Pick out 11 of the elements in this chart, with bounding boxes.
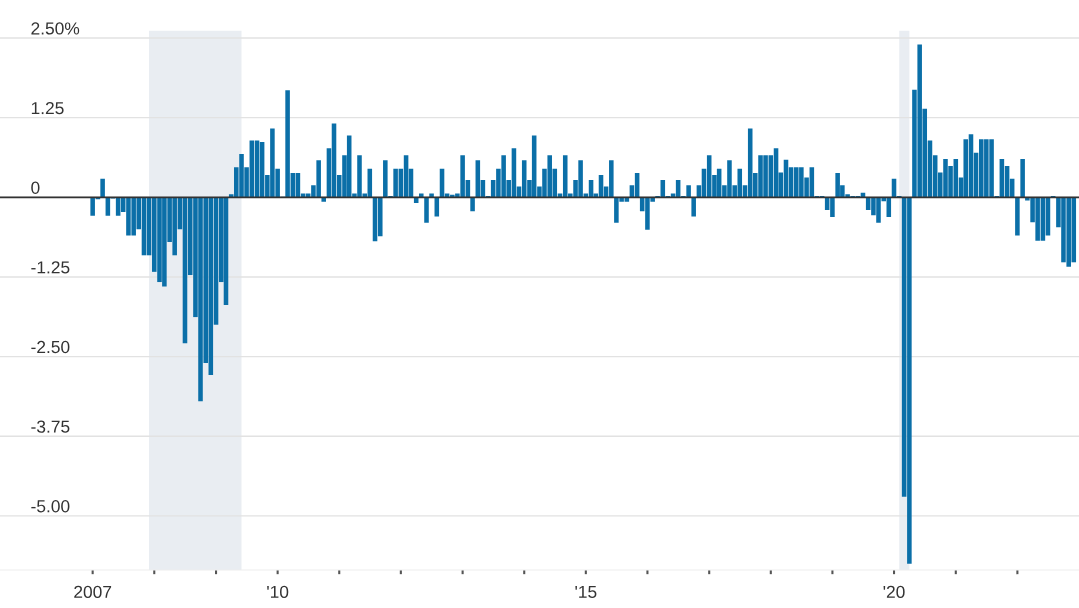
y-tick-label: 1.25 [31, 101, 64, 115]
y-tick-label: -3.75 [31, 420, 70, 433]
y-tick-label: -1.25 [31, 261, 70, 274]
x-tick-label: '10 [267, 585, 289, 599]
y-tick-label: -5.00 [31, 500, 70, 513]
x-tick-label: '15 [575, 585, 597, 599]
x-tick-label: '20 [883, 585, 905, 599]
y-tick-label: 2.50% [31, 22, 80, 35]
y-tick-label: -2.50 [31, 340, 70, 354]
y-tick-label: 0 [31, 181, 40, 194]
x-tick-label: 2007 [74, 585, 112, 599]
